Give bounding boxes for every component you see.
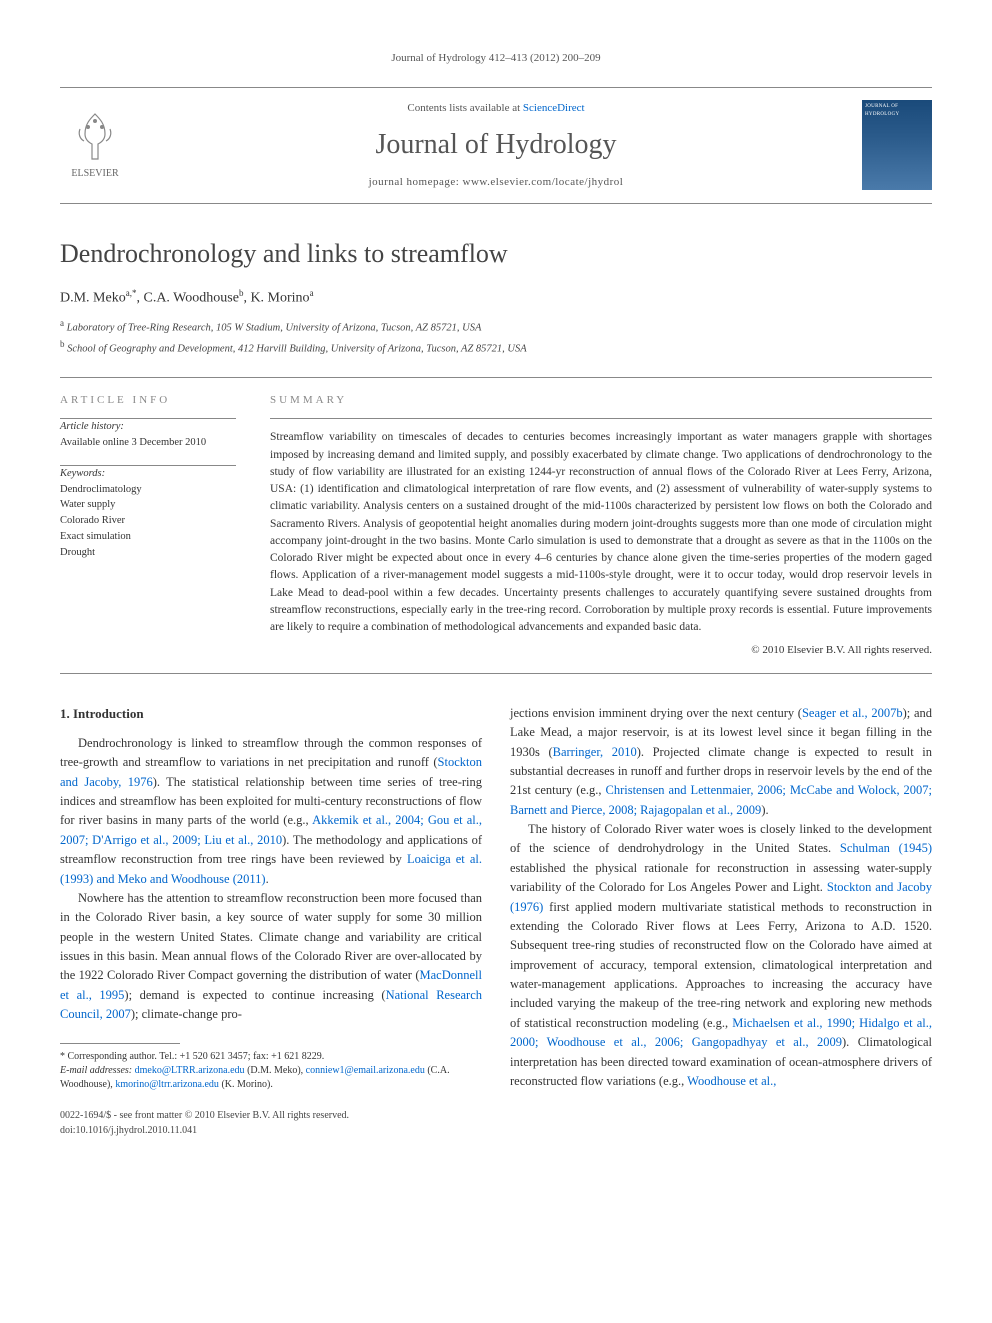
authors-line: D.M. Mekoa,*, C.A. Woodhouseb, K. Morino…: [60, 287, 932, 309]
summary-text: Streamflow variability on timescales of …: [270, 429, 932, 636]
email-addresses: E-mail addresses: dmeko@LTRR.arizona.edu…: [60, 1064, 482, 1092]
article-info-heading: ARTICLE INFO: [60, 392, 236, 409]
author-3: , K. Morino: [243, 290, 309, 305]
doi-line: doi:10.1016/j.jhydrol.2010.11.041: [60, 1123, 349, 1138]
intro-paragraph-2-cont: jections envision imminent drying over t…: [510, 704, 932, 820]
sciencedirect-link[interactable]: ScienceDirect: [523, 102, 585, 114]
affiliations: a Laboratory of Tree-Ring Research, 105 …: [60, 316, 932, 359]
keyword-3: Colorado River: [60, 513, 236, 529]
intro-paragraph-1: Dendrochronology is linked to streamflow…: [60, 734, 482, 889]
affiliation-a: a Laboratory of Tree-Ring Research, 105 …: [60, 316, 932, 337]
author-3-affil: a: [310, 288, 314, 298]
history-label: Article history:: [60, 419, 236, 435]
author-1: D.M. Meko: [60, 290, 126, 305]
contents-prefix: Contents lists available at: [407, 102, 522, 114]
journal-name: Journal of Hydrology: [130, 124, 862, 166]
footnote-separator: [60, 1043, 180, 1044]
publisher-name: ELSEVIER: [71, 166, 118, 181]
email-link-3[interactable]: kmorino@ltrr.arizona.edu: [115, 1079, 219, 1090]
column-right: jections envision imminent drying over t…: [510, 704, 932, 1092]
keyword-1: Dendroclimatology: [60, 482, 236, 498]
email-link-2[interactable]: conniew1@email.arizona.edu: [306, 1065, 425, 1076]
contents-line: Contents lists available at ScienceDirec…: [130, 100, 862, 117]
summary-heading: SUMMARY: [270, 392, 932, 409]
article-title: Dendrochronology and links to streamflow: [60, 234, 932, 273]
ref-seager-2007[interactable]: Seager et al., 2007b: [802, 706, 903, 720]
header-citation: Journal of Hydrology 412–413 (2012) 200–…: [60, 50, 932, 67]
homepage-line: journal homepage: www.elsevier.com/locat…: [130, 174, 862, 191]
footer-left: 0022-1694/$ - see front matter © 2010 El…: [60, 1108, 349, 1138]
journal-banner: ELSEVIER Contents lists available at Sci…: [60, 87, 932, 204]
body-columns: 1. Introduction Dendrochronology is link…: [60, 704, 932, 1092]
keyword-2: Water supply: [60, 497, 236, 513]
ref-woodhouse-etal[interactable]: Woodhouse et al.,: [687, 1074, 776, 1088]
keyword-5: Drought: [60, 545, 236, 561]
journal-cover-thumbnail: JOURNAL OF HYDROLOGY: [862, 100, 932, 190]
publisher-logo: ELSEVIER: [60, 105, 130, 185]
summary-column: SUMMARY Streamflow variability on timesc…: [250, 378, 932, 673]
keywords-label: Keywords:: [60, 466, 236, 482]
front-matter-line: 0022-1694/$ - see front matter © 2010 El…: [60, 1108, 349, 1123]
ref-schulman-1945[interactable]: Schulman (1945): [840, 841, 932, 855]
banner-center: Contents lists available at ScienceDirec…: [130, 100, 862, 191]
column-left: 1. Introduction Dendrochronology is link…: [60, 704, 482, 1092]
article-info-column: ARTICLE INFO Article history: Available …: [60, 378, 250, 673]
homepage-prefix: journal homepage:: [369, 176, 463, 188]
page-container: Journal of Hydrology 412–413 (2012) 200–…: [0, 0, 992, 1178]
intro-paragraph-3: The history of Colorado River water woes…: [510, 820, 932, 1091]
copyright-line: © 2010 Elsevier B.V. All rights reserved…: [270, 642, 932, 659]
keyword-4: Exact simulation: [60, 529, 236, 545]
keywords-block: Keywords: Dendroclimatology Water supply…: [60, 466, 236, 561]
author-2: , C.A. Woodhouse: [136, 290, 238, 305]
email-link-1[interactable]: dmeko@LTRR.arizona.edu: [135, 1065, 245, 1076]
info-abstract-row: ARTICLE INFO Article history: Available …: [60, 377, 932, 674]
footnote-block: * Corresponding author. Tel.: +1 520 621…: [60, 1050, 482, 1092]
section-1-heading: 1. Introduction: [60, 704, 482, 724]
homepage-url[interactable]: www.elsevier.com/locate/jhydrol: [463, 176, 624, 188]
elsevier-tree-icon: [70, 109, 120, 164]
ref-barringer-2010[interactable]: Barringer, 2010: [553, 745, 637, 759]
page-footer: 0022-1694/$ - see front matter © 2010 El…: [60, 1108, 932, 1138]
affiliation-b: b School of Geography and Development, 4…: [60, 337, 932, 358]
article-history: Article history: Available online 3 Dece…: [60, 419, 236, 451]
intro-paragraph-2: Nowhere has the attention to streamflow …: [60, 889, 482, 1025]
cover-title: JOURNAL OF HYDROLOGY: [865, 103, 929, 118]
history-value: Available online 3 December 2010: [60, 435, 236, 451]
corresponding-author: * Corresponding author. Tel.: +1 520 621…: [60, 1050, 482, 1064]
